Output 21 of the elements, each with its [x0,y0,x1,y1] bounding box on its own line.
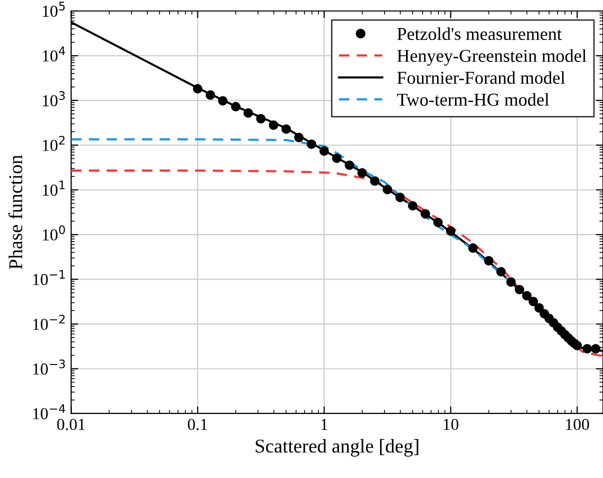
x-axis-title: Scattered angle [deg] [256,439,418,457]
x-tick-label: 1 [321,418,328,430]
y-tick-label: 10$^{−4}$ [33,404,66,420]
y-tick-label: 10$^{0}$ [42,225,65,241]
x-tick-label: 0.1 [188,418,208,430]
y-axis-title: Phase function [8,155,22,270]
y-tick-label: 10$^{1}$ [42,180,65,196]
y-tick-label: 10$^{2}$ [42,136,65,152]
legend-label: Fournier-Forand model [397,71,565,84]
y-tick-label: 10$^{3}$ [42,91,65,106]
y-tick-label: 10$^{4}$ [42,46,66,62]
legend-label: Henyey-Greenstein model [397,49,586,66]
x-tick-label: 100 [566,418,590,430]
y-tick-label: 10$^{−2}$ [33,314,65,330]
y-tick-label: 10$^{−1}$ [33,270,65,286]
legend-label: Two-term-HG model [397,93,550,106]
x-tick-label: 10 [444,418,458,430]
x-tick-label: 0.01 [57,418,85,430]
y-tick-label: 10$^{−3}$ [33,359,65,375]
y-tick-label: 10$^{5}$ [42,2,65,17]
legend-label: Petzold's measurement [397,27,562,40]
